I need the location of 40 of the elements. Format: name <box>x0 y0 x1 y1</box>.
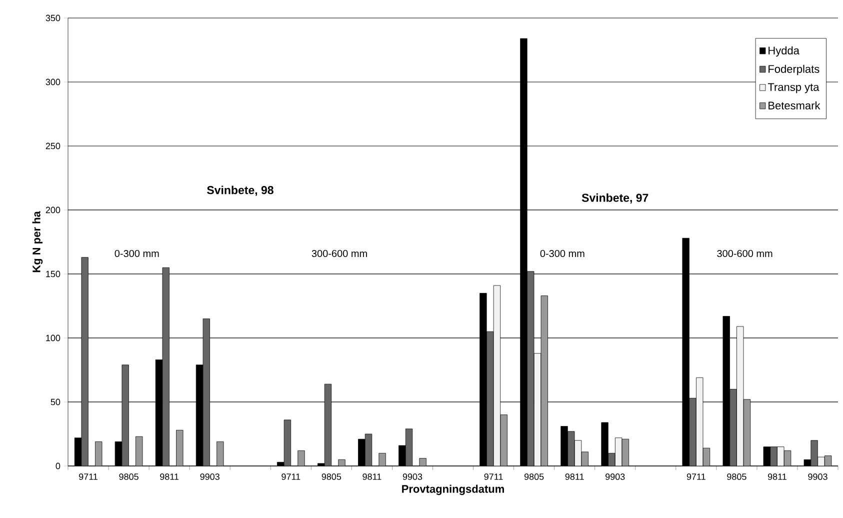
bar <box>730 388 737 466</box>
y-tick-label: 100 <box>46 334 60 342</box>
x-tick-label: 9903 <box>402 474 422 480</box>
x-tick-label: 9711 <box>79 474 98 480</box>
bar <box>810 440 818 466</box>
legend-label: Transp yta <box>768 83 820 94</box>
legend-label: Foderplats <box>768 64 820 76</box>
y-tick-label: 300 <box>46 78 60 86</box>
y-tick-label: 0 <box>56 462 60 470</box>
y-tick-label: 250 <box>46 142 60 150</box>
x-tick-label: 9711 <box>282 474 300 480</box>
annotation: 300-600 mm <box>312 250 367 258</box>
y-tick-label: 50 <box>50 398 60 406</box>
x-tick-label: 9811 <box>768 474 786 480</box>
annotation: 0-300 mm <box>540 250 584 258</box>
annotation: Svinbete, 97 <box>582 193 648 204</box>
annotation: Svinbete, 98 <box>207 186 274 196</box>
x-tick-label: 9811 <box>160 474 179 480</box>
x-tick-label: 9805 <box>727 474 746 480</box>
x-tick-label: 9711 <box>686 474 706 480</box>
annotation: 0-300 mm <box>114 250 159 258</box>
x-tick-label: 9805 <box>524 474 544 480</box>
y-tick-label: 200 <box>46 206 60 214</box>
x-tick-label: 9811 <box>565 474 584 480</box>
x-tick-label: 9903 <box>200 474 220 480</box>
legend-label: Hydda <box>768 46 800 57</box>
annotation: 300-600 mm <box>717 250 772 258</box>
x-tick-label: 9805 <box>119 474 138 480</box>
x-tick-label: 9903 <box>606 474 625 480</box>
y-axis-title: Kg N per ha <box>32 211 43 272</box>
bar <box>689 398 696 466</box>
x-tick-label: 9903 <box>808 474 828 480</box>
y-tick-label: 350 <box>46 14 60 22</box>
bar <box>770 446 778 466</box>
x-axis-title: Provtagningsdatum <box>402 484 504 496</box>
y-tick-label: 150 <box>46 270 60 278</box>
x-tick-label: 9711 <box>484 474 503 480</box>
x-tick-label: 9805 <box>322 474 342 480</box>
x-tick-label: 9811 <box>362 474 382 480</box>
legend-label: Betesmark <box>768 101 820 110</box>
